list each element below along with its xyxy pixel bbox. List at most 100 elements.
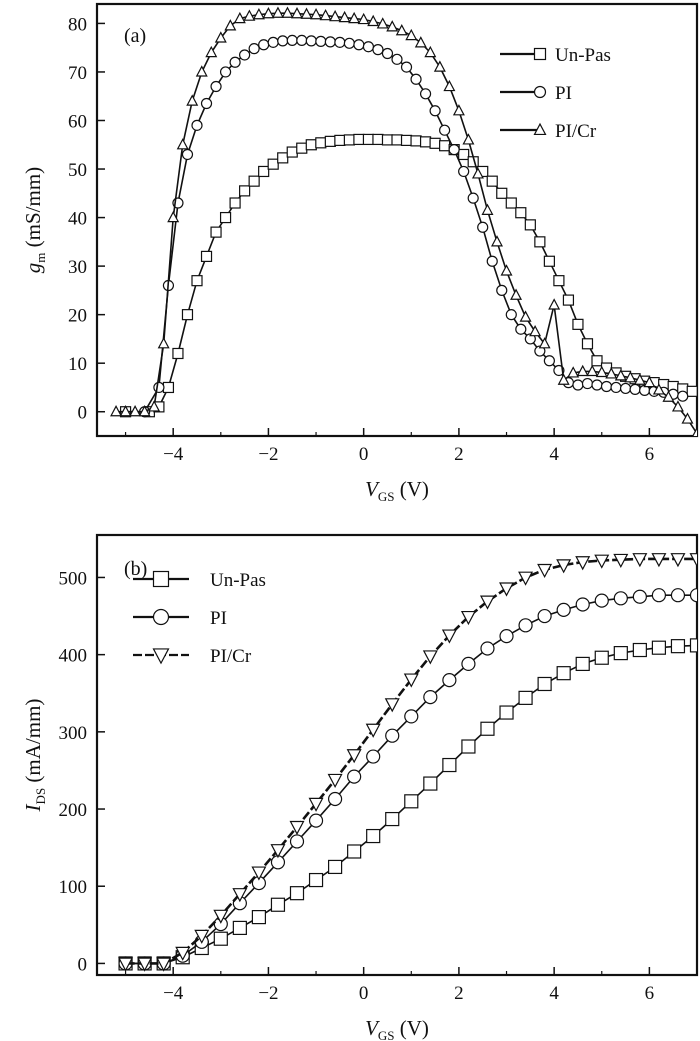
data-point [613, 591, 628, 606]
data-point [613, 553, 629, 569]
x-tick-label: 0 [359, 444, 369, 465]
data-point [181, 148, 194, 161]
data-point [534, 236, 546, 248]
data-point [213, 931, 228, 946]
data-point [243, 9, 256, 21]
data-point [467, 192, 479, 204]
data-point [289, 834, 305, 849]
data-point [400, 61, 413, 73]
data-point [575, 556, 591, 571]
data-point [372, 44, 384, 56]
data-point [219, 211, 232, 224]
y-tick-label: 0 [78, 403, 88, 424]
data-point [381, 47, 394, 60]
data-point [594, 554, 610, 569]
data-point [353, 133, 365, 146]
data-point [327, 791, 343, 807]
data-point [252, 7, 265, 20]
data-point [677, 390, 689, 402]
legend-marker [152, 648, 170, 665]
data-point [305, 35, 317, 47]
data-point [534, 345, 546, 357]
legend-label: PI/Cr [555, 121, 597, 142]
data-point [315, 137, 327, 149]
data-point [529, 324, 542, 337]
data-point [441, 629, 457, 644]
data-point [347, 844, 362, 859]
y-tick-label: 400 [59, 646, 88, 667]
data-point [181, 309, 194, 321]
data-point [572, 379, 584, 391]
data-point [137, 957, 153, 972]
data-point [308, 872, 324, 888]
y-axis-title: gm (mS/mm) [21, 167, 48, 273]
legend-label: PI/Cr [210, 646, 252, 667]
data-point [365, 723, 381, 738]
data-point [524, 333, 536, 345]
data-point [232, 888, 248, 903]
series-pi-cr [118, 553, 697, 972]
data-point [310, 7, 323, 20]
y-tick-label: 300 [59, 723, 88, 744]
data-point [632, 642, 647, 658]
data-point [518, 618, 533, 633]
data-point [191, 119, 203, 131]
data-point [500, 264, 513, 276]
data-point [458, 148, 470, 161]
data-point [119, 405, 132, 417]
data-point [346, 749, 362, 764]
data-point [499, 582, 515, 597]
data-point [410, 135, 422, 147]
data-point [156, 957, 172, 972]
data-point [600, 380, 613, 393]
data-point [366, 828, 381, 844]
data-point [233, 11, 246, 24]
data-point [461, 656, 476, 672]
data-point [191, 275, 203, 287]
data-point [210, 80, 222, 93]
data-point [414, 36, 427, 48]
data-point [452, 104, 465, 116]
legend-marker [533, 122, 547, 136]
x-tick-label: 6 [645, 444, 655, 465]
data-point [195, 65, 208, 77]
legend-label: Un-Pas [555, 45, 611, 66]
data-point [419, 136, 432, 148]
data-point [286, 34, 298, 47]
data-point [422, 650, 438, 665]
x-tick-label: 0 [359, 983, 369, 1004]
data-point [477, 221, 489, 233]
data-point [262, 7, 275, 19]
x-tick-label: −4 [163, 983, 184, 1004]
data-point [499, 629, 514, 644]
data-point [258, 39, 270, 51]
legend-marker [152, 608, 170, 626]
data-point [251, 910, 267, 925]
data-point [505, 197, 517, 209]
data-point [248, 175, 260, 187]
data-point [270, 844, 286, 859]
data-point [591, 379, 603, 391]
data-point [405, 28, 418, 41]
data-point [448, 144, 460, 156]
data-point [400, 134, 413, 146]
data-point [510, 288, 523, 300]
data-point [651, 553, 667, 568]
data-point [386, 20, 399, 32]
data-point [348, 11, 361, 24]
legend-label: Un-Pas [210, 570, 266, 591]
plot-frame [95, 2, 699, 438]
data-point [367, 14, 380, 27]
data-point [172, 347, 184, 360]
data-point [556, 602, 571, 617]
data-point [385, 728, 400, 743]
data-point [315, 35, 327, 47]
data-point [481, 203, 494, 215]
y-tick-label: 60 [68, 111, 87, 132]
data-point [395, 24, 408, 36]
data-point [662, 390, 675, 402]
data-point [553, 275, 565, 287]
data-point [671, 400, 684, 412]
data-point [572, 318, 584, 330]
